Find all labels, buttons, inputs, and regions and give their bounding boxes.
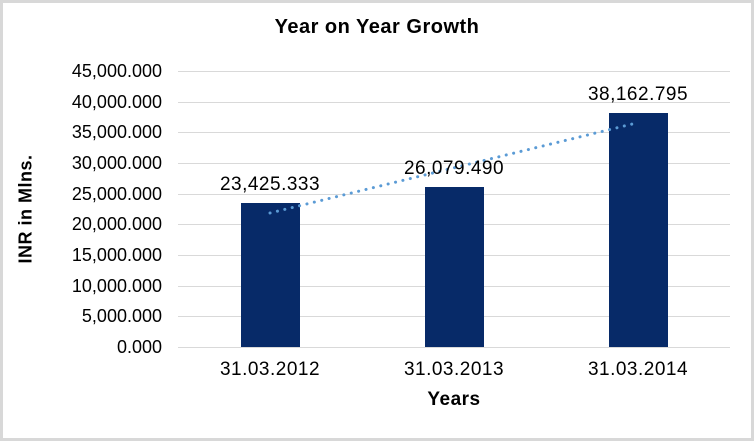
- y-tick-label: 0.000: [116, 337, 162, 357]
- x-tick-label: 31.03.2012: [219, 359, 321, 380]
- y-tick-label: 15,000.000: [71, 245, 162, 265]
- gridline: [178, 71, 730, 72]
- y-tick-label: 5,000.000: [81, 306, 162, 327]
- y-tick-label: 30,000.000: [71, 153, 162, 173]
- gridline: [178, 347, 730, 348]
- y-tick-label: 35,000.000: [71, 122, 162, 143]
- x-tick-label: 31.03.2014: [587, 359, 689, 380]
- bar: [240, 203, 300, 347]
- x-axis-title: Years: [427, 389, 481, 410]
- bar-data-label: 26,079.490: [403, 158, 505, 179]
- bar-data-label: 23,425.333: [219, 174, 321, 196]
- y-tick-label: 40,000.000: [71, 91, 162, 112]
- bar: [608, 112, 668, 347]
- y-tick-label: 45,000.000: [71, 61, 162, 81]
- y-tick-label: 10,000.000: [71, 275, 162, 296]
- y-tick-label: 25,000.000: [71, 183, 162, 204]
- bar-data-label: 38,162.795: [587, 83, 689, 105]
- gridline: [178, 101, 730, 103]
- x-tick-label: 31.03.2013: [403, 359, 505, 380]
- y-tick-label: 20,000.000: [71, 214, 162, 235]
- bar: [424, 187, 484, 347]
- chart-title: Year on Year Growth: [274, 16, 480, 38]
